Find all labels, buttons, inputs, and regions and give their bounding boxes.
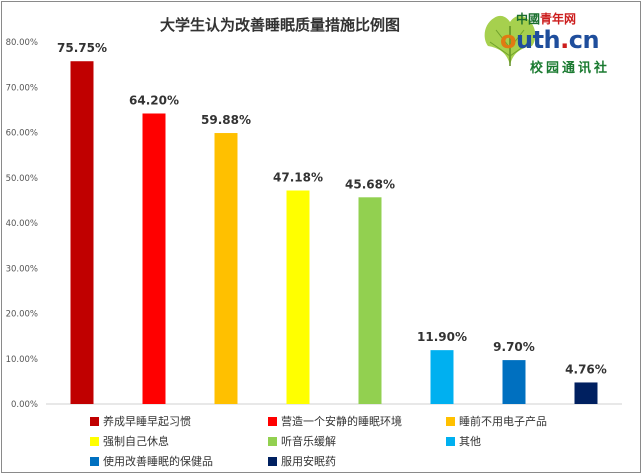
ginkgo-leaf-icon	[484, 15, 536, 66]
bar	[214, 133, 238, 404]
bar-value-label: 4.76%	[565, 362, 607, 376]
legend-swatch	[446, 436, 455, 446]
legend-label: 服用安眠药	[281, 455, 336, 468]
legend-label: 强制自己休息	[103, 435, 169, 448]
legend-item: 听音乐缓解	[268, 433, 336, 449]
bar-value-label: 64.20%	[129, 93, 179, 107]
bar	[70, 61, 94, 404]
bar-value-label: 47.18%	[273, 171, 323, 185]
legend-item: 其他	[446, 433, 481, 449]
bar-value-label: 45.68%	[345, 177, 395, 191]
y-tick-label: 50.00%	[6, 174, 38, 184]
logo-brand: outh.cn	[500, 26, 600, 54]
bar	[358, 197, 382, 404]
y-tick-label: 10.00%	[6, 355, 38, 365]
logo-chinese-name: 中國青年网	[516, 12, 577, 26]
bar-value-label: 75.75%	[57, 41, 107, 55]
legend-swatch	[446, 416, 455, 426]
legend-item: 强制自己休息	[90, 433, 169, 449]
y-tick-label: 30.00%	[6, 264, 38, 274]
legend-label: 听音乐缓解	[281, 435, 336, 448]
legend-label: 营造一个安静的睡眠环境	[281, 415, 402, 428]
y-tick-label: 20.00%	[6, 310, 38, 320]
bar	[286, 190, 310, 404]
legend-swatch	[268, 416, 277, 426]
bar-value-label: 59.88%	[201, 113, 251, 127]
legend-item: 服用安眠药	[268, 453, 336, 469]
bar	[502, 360, 526, 404]
legend-item: 使用改善睡眠的保健品	[90, 453, 213, 469]
bar	[430, 350, 454, 404]
y-tick-label: 60.00%	[6, 129, 38, 139]
legend-swatch	[90, 456, 99, 466]
legend-label: 养成早睡早起习惯	[103, 415, 191, 428]
y-tick-label: 80.00%	[6, 38, 38, 48]
legend-label: 睡前不用电子产品	[459, 415, 547, 428]
legend-swatch	[90, 436, 99, 446]
legend-swatch	[268, 456, 277, 466]
bar-value-label: 9.70%	[493, 340, 535, 354]
logo-subtitle: 校园通讯社	[530, 61, 611, 76]
legend-item: 营造一个安静的睡眠环境	[268, 413, 402, 429]
bar	[574, 382, 598, 404]
y-tick-label: 0.00%	[11, 400, 38, 410]
legend-swatch	[268, 436, 277, 446]
bar-value-label: 11.90%	[417, 330, 467, 344]
legend-swatch	[90, 416, 99, 426]
legend-item: 养成早睡早起习惯	[90, 413, 191, 429]
y-tick-label: 40.00%	[6, 219, 38, 229]
legend-label: 使用改善睡眠的保健品	[103, 455, 213, 468]
y-tick-label: 70.00%	[6, 83, 38, 93]
youth-cn-logo: 中國青年网 outh.cn 校园通讯社	[478, 6, 638, 86]
legend-item: 睡前不用电子产品	[446, 413, 547, 429]
chart-title: 大学生认为改善睡眠质量措施比例图	[159, 16, 400, 34]
bar	[142, 113, 166, 405]
legend-label: 其他	[459, 435, 481, 448]
